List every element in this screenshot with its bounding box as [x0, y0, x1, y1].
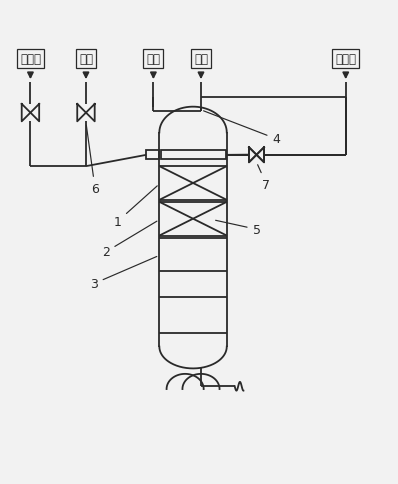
Text: 4: 4 — [203, 112, 280, 146]
Text: 氨气: 氨气 — [146, 53, 160, 66]
Text: 7: 7 — [258, 166, 271, 192]
Text: 蒸汽: 蒸汽 — [79, 53, 93, 66]
Text: 6: 6 — [86, 126, 99, 196]
Text: 除盐水: 除盐水 — [20, 53, 41, 66]
Text: 5: 5 — [216, 221, 261, 236]
Text: 工作液: 工作液 — [335, 53, 356, 66]
Bar — [161, 151, 226, 160]
Text: 1: 1 — [114, 186, 157, 228]
Text: 氢气: 氢气 — [194, 53, 208, 66]
Text: 2: 2 — [102, 222, 157, 259]
Bar — [146, 151, 159, 160]
Text: 3: 3 — [90, 257, 157, 290]
